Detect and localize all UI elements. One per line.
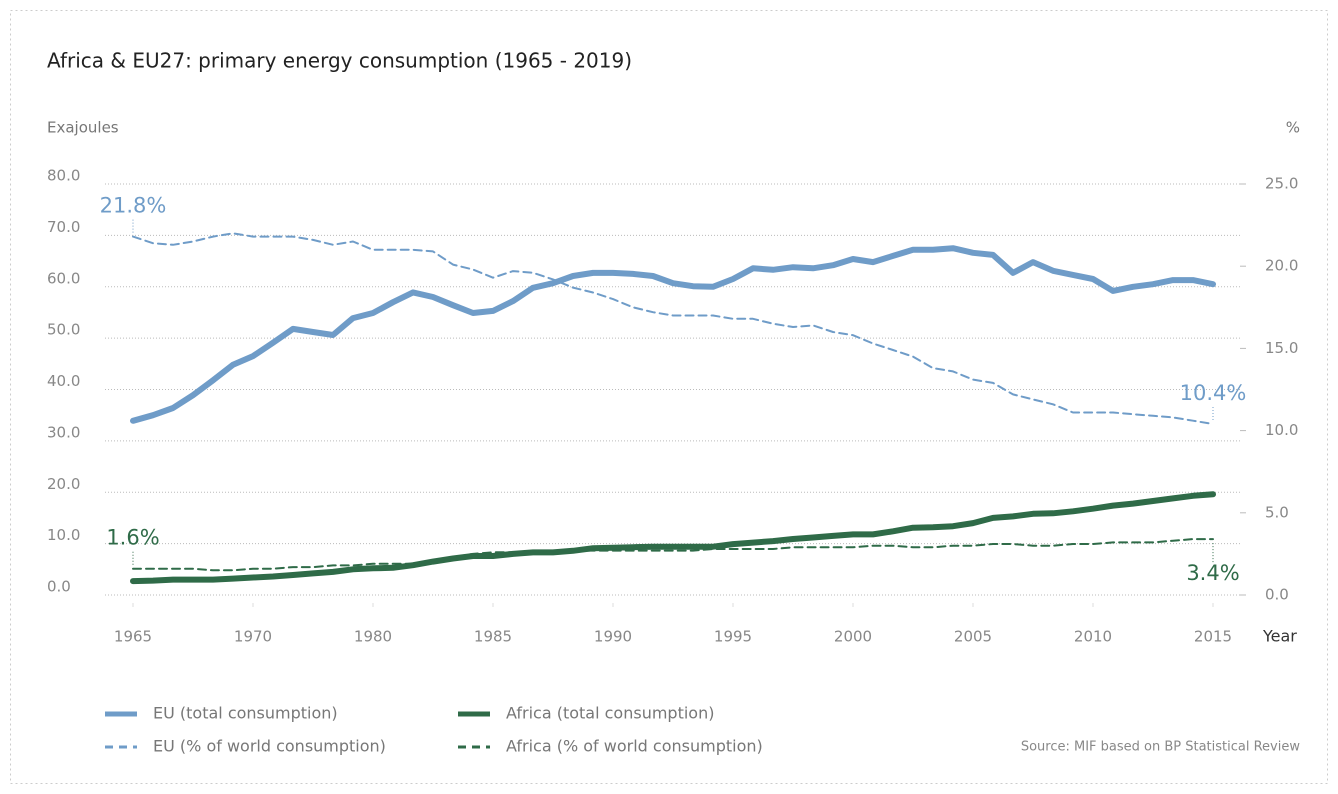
- source: Source: MIF based on BP Statistical Revi…: [1021, 740, 1301, 755]
- x-tick-label: 2005: [954, 628, 992, 646]
- chart-title: Africa & EU27: primary energy consumptio…: [47, 49, 632, 73]
- legend-label: Africa (total consumption): [506, 704, 714, 723]
- data-label: 21.8%: [100, 194, 167, 218]
- y-tick-label: 60.0: [47, 269, 80, 287]
- data-label: 10.4%: [1180, 381, 1247, 405]
- x-tick-label: 1980: [354, 628, 392, 646]
- x-tick-label: 2010: [1074, 628, 1112, 646]
- series-line: [132, 538, 1214, 572]
- series-line: [130, 491, 1216, 585]
- y2-axis-label: %: [1286, 119, 1300, 137]
- x-tick-label: 1990: [594, 628, 632, 646]
- x-axis-label: Year: [1262, 627, 1297, 646]
- legend-label: EU (% of world consumption): [153, 737, 386, 756]
- y-tick-label: 70.0: [47, 218, 80, 236]
- x-tick-label: 2000: [834, 628, 872, 646]
- x-tick-label: 1985: [474, 628, 512, 646]
- y-tick-label: 30.0: [47, 423, 80, 441]
- data-label: 1.6%: [106, 526, 159, 550]
- y2-tick-label: 10.0: [1265, 421, 1298, 439]
- y-tick-label: 10.0: [47, 526, 80, 544]
- x-tick-label: 1965: [114, 628, 152, 646]
- frame: [10, 10, 1328, 784]
- legend-label: Africa (% of world consumption): [506, 737, 763, 756]
- y2-tick-label: 15.0: [1265, 339, 1298, 357]
- x-tick-label: 1995: [714, 628, 752, 646]
- x-tick-label: 2015: [1194, 628, 1232, 646]
- legend-label: EU (total consumption): [153, 704, 338, 723]
- y2-tick-label: 20.0: [1265, 257, 1298, 275]
- data-label: 3.4%: [1186, 561, 1239, 585]
- y2-tick-label: 5.0: [1265, 503, 1289, 521]
- series-line: [130, 245, 1216, 424]
- y-tick-label: 40.0: [47, 372, 80, 390]
- y2-tick-label: 25.0: [1265, 175, 1298, 193]
- series-line: [132, 232, 1214, 425]
- y-tick-label: 50.0: [47, 321, 80, 339]
- y2-tick-label: 0.0: [1265, 586, 1289, 604]
- y-tick-label: 80.0: [47, 167, 80, 185]
- x-tick-label: 1970: [234, 628, 272, 646]
- y-axis-label: Exajoules: [47, 119, 119, 137]
- y-tick-label: 20.0: [47, 475, 80, 493]
- y-tick-label: 0.0: [47, 578, 71, 596]
